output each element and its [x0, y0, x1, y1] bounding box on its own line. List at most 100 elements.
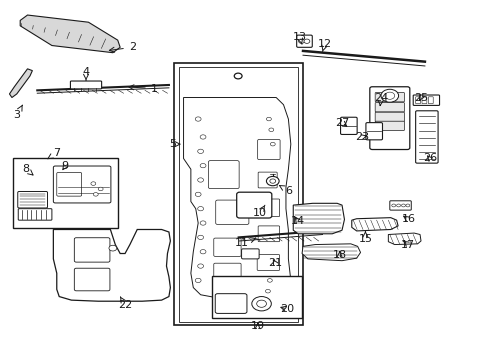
FancyBboxPatch shape: [57, 172, 81, 196]
FancyBboxPatch shape: [296, 35, 312, 47]
FancyBboxPatch shape: [213, 238, 241, 256]
Text: 12: 12: [317, 39, 331, 51]
Circle shape: [267, 279, 272, 282]
Circle shape: [266, 176, 279, 186]
PathPatch shape: [183, 98, 290, 298]
Circle shape: [405, 204, 409, 207]
Bar: [178, 67, 298, 321]
PathPatch shape: [302, 244, 360, 261]
FancyBboxPatch shape: [53, 166, 111, 203]
Circle shape: [265, 289, 270, 293]
Circle shape: [391, 204, 395, 207]
Text: 15: 15: [358, 231, 372, 244]
Circle shape: [269, 179, 275, 183]
Text: 21: 21: [267, 258, 282, 268]
Circle shape: [93, 193, 98, 196]
FancyBboxPatch shape: [421, 97, 426, 104]
FancyBboxPatch shape: [18, 209, 52, 220]
FancyBboxPatch shape: [412, 95, 439, 105]
Text: 5: 5: [168, 139, 180, 149]
FancyBboxPatch shape: [215, 200, 248, 225]
Text: 23: 23: [355, 132, 369, 142]
Circle shape: [195, 192, 201, 197]
Text: 25: 25: [413, 93, 427, 103]
Text: 1: 1: [129, 84, 158, 94]
Circle shape: [298, 39, 304, 43]
Text: 19: 19: [250, 321, 264, 331]
FancyBboxPatch shape: [427, 97, 432, 104]
Text: 8: 8: [22, 164, 33, 175]
FancyBboxPatch shape: [389, 201, 410, 210]
FancyBboxPatch shape: [213, 263, 241, 282]
PathPatch shape: [293, 203, 344, 234]
Circle shape: [268, 128, 273, 132]
FancyBboxPatch shape: [340, 117, 356, 134]
Text: 10: 10: [253, 205, 266, 218]
Bar: [13, 158, 118, 228]
Circle shape: [197, 264, 203, 268]
FancyBboxPatch shape: [258, 199, 279, 217]
Text: 9: 9: [61, 161, 68, 171]
Circle shape: [91, 182, 96, 185]
Text: 14: 14: [290, 216, 305, 226]
FancyBboxPatch shape: [74, 238, 110, 262]
PathPatch shape: [351, 218, 397, 231]
Circle shape: [304, 39, 309, 43]
Circle shape: [197, 235, 203, 239]
Text: 17: 17: [401, 239, 414, 249]
Circle shape: [197, 207, 203, 211]
Circle shape: [200, 221, 205, 225]
Circle shape: [380, 89, 398, 102]
FancyBboxPatch shape: [257, 139, 280, 159]
Text: 7: 7: [48, 148, 60, 159]
PathPatch shape: [53, 229, 170, 301]
Circle shape: [109, 245, 117, 251]
PathPatch shape: [20, 15, 120, 53]
FancyBboxPatch shape: [374, 103, 404, 112]
PathPatch shape: [9, 69, 32, 98]
Circle shape: [251, 297, 271, 311]
Circle shape: [200, 163, 205, 168]
Circle shape: [401, 204, 405, 207]
Circle shape: [195, 278, 201, 283]
Circle shape: [396, 204, 400, 207]
FancyBboxPatch shape: [369, 87, 409, 149]
Bar: [211, 276, 302, 318]
Text: 4: 4: [82, 67, 89, 80]
FancyBboxPatch shape: [415, 111, 437, 163]
FancyBboxPatch shape: [365, 123, 382, 140]
FancyBboxPatch shape: [70, 81, 102, 89]
Text: 18: 18: [332, 250, 346, 260]
FancyBboxPatch shape: [74, 268, 110, 291]
Circle shape: [266, 117, 271, 121]
FancyBboxPatch shape: [208, 161, 239, 189]
Circle shape: [195, 117, 201, 121]
Text: 6: 6: [279, 185, 291, 196]
FancyBboxPatch shape: [258, 172, 277, 188]
Circle shape: [256, 300, 266, 307]
Circle shape: [197, 149, 203, 153]
Circle shape: [197, 178, 203, 182]
Circle shape: [234, 73, 242, 79]
Text: 13: 13: [292, 32, 306, 44]
Text: 2: 2: [109, 42, 136, 52]
FancyBboxPatch shape: [236, 192, 271, 218]
Bar: [173, 63, 303, 325]
Circle shape: [98, 187, 103, 191]
Text: 11: 11: [235, 238, 255, 248]
FancyBboxPatch shape: [374, 112, 404, 122]
Circle shape: [200, 135, 205, 139]
Text: 27: 27: [334, 118, 348, 128]
Circle shape: [270, 142, 275, 146]
PathPatch shape: [387, 233, 420, 244]
Text: 22: 22: [118, 297, 132, 310]
FancyBboxPatch shape: [258, 226, 279, 242]
FancyBboxPatch shape: [215, 294, 246, 314]
Text: 24: 24: [373, 93, 387, 105]
FancyBboxPatch shape: [18, 192, 47, 208]
Circle shape: [384, 92, 394, 99]
FancyBboxPatch shape: [374, 121, 404, 131]
FancyBboxPatch shape: [415, 97, 420, 104]
Text: 20: 20: [279, 304, 293, 314]
FancyBboxPatch shape: [241, 249, 259, 259]
